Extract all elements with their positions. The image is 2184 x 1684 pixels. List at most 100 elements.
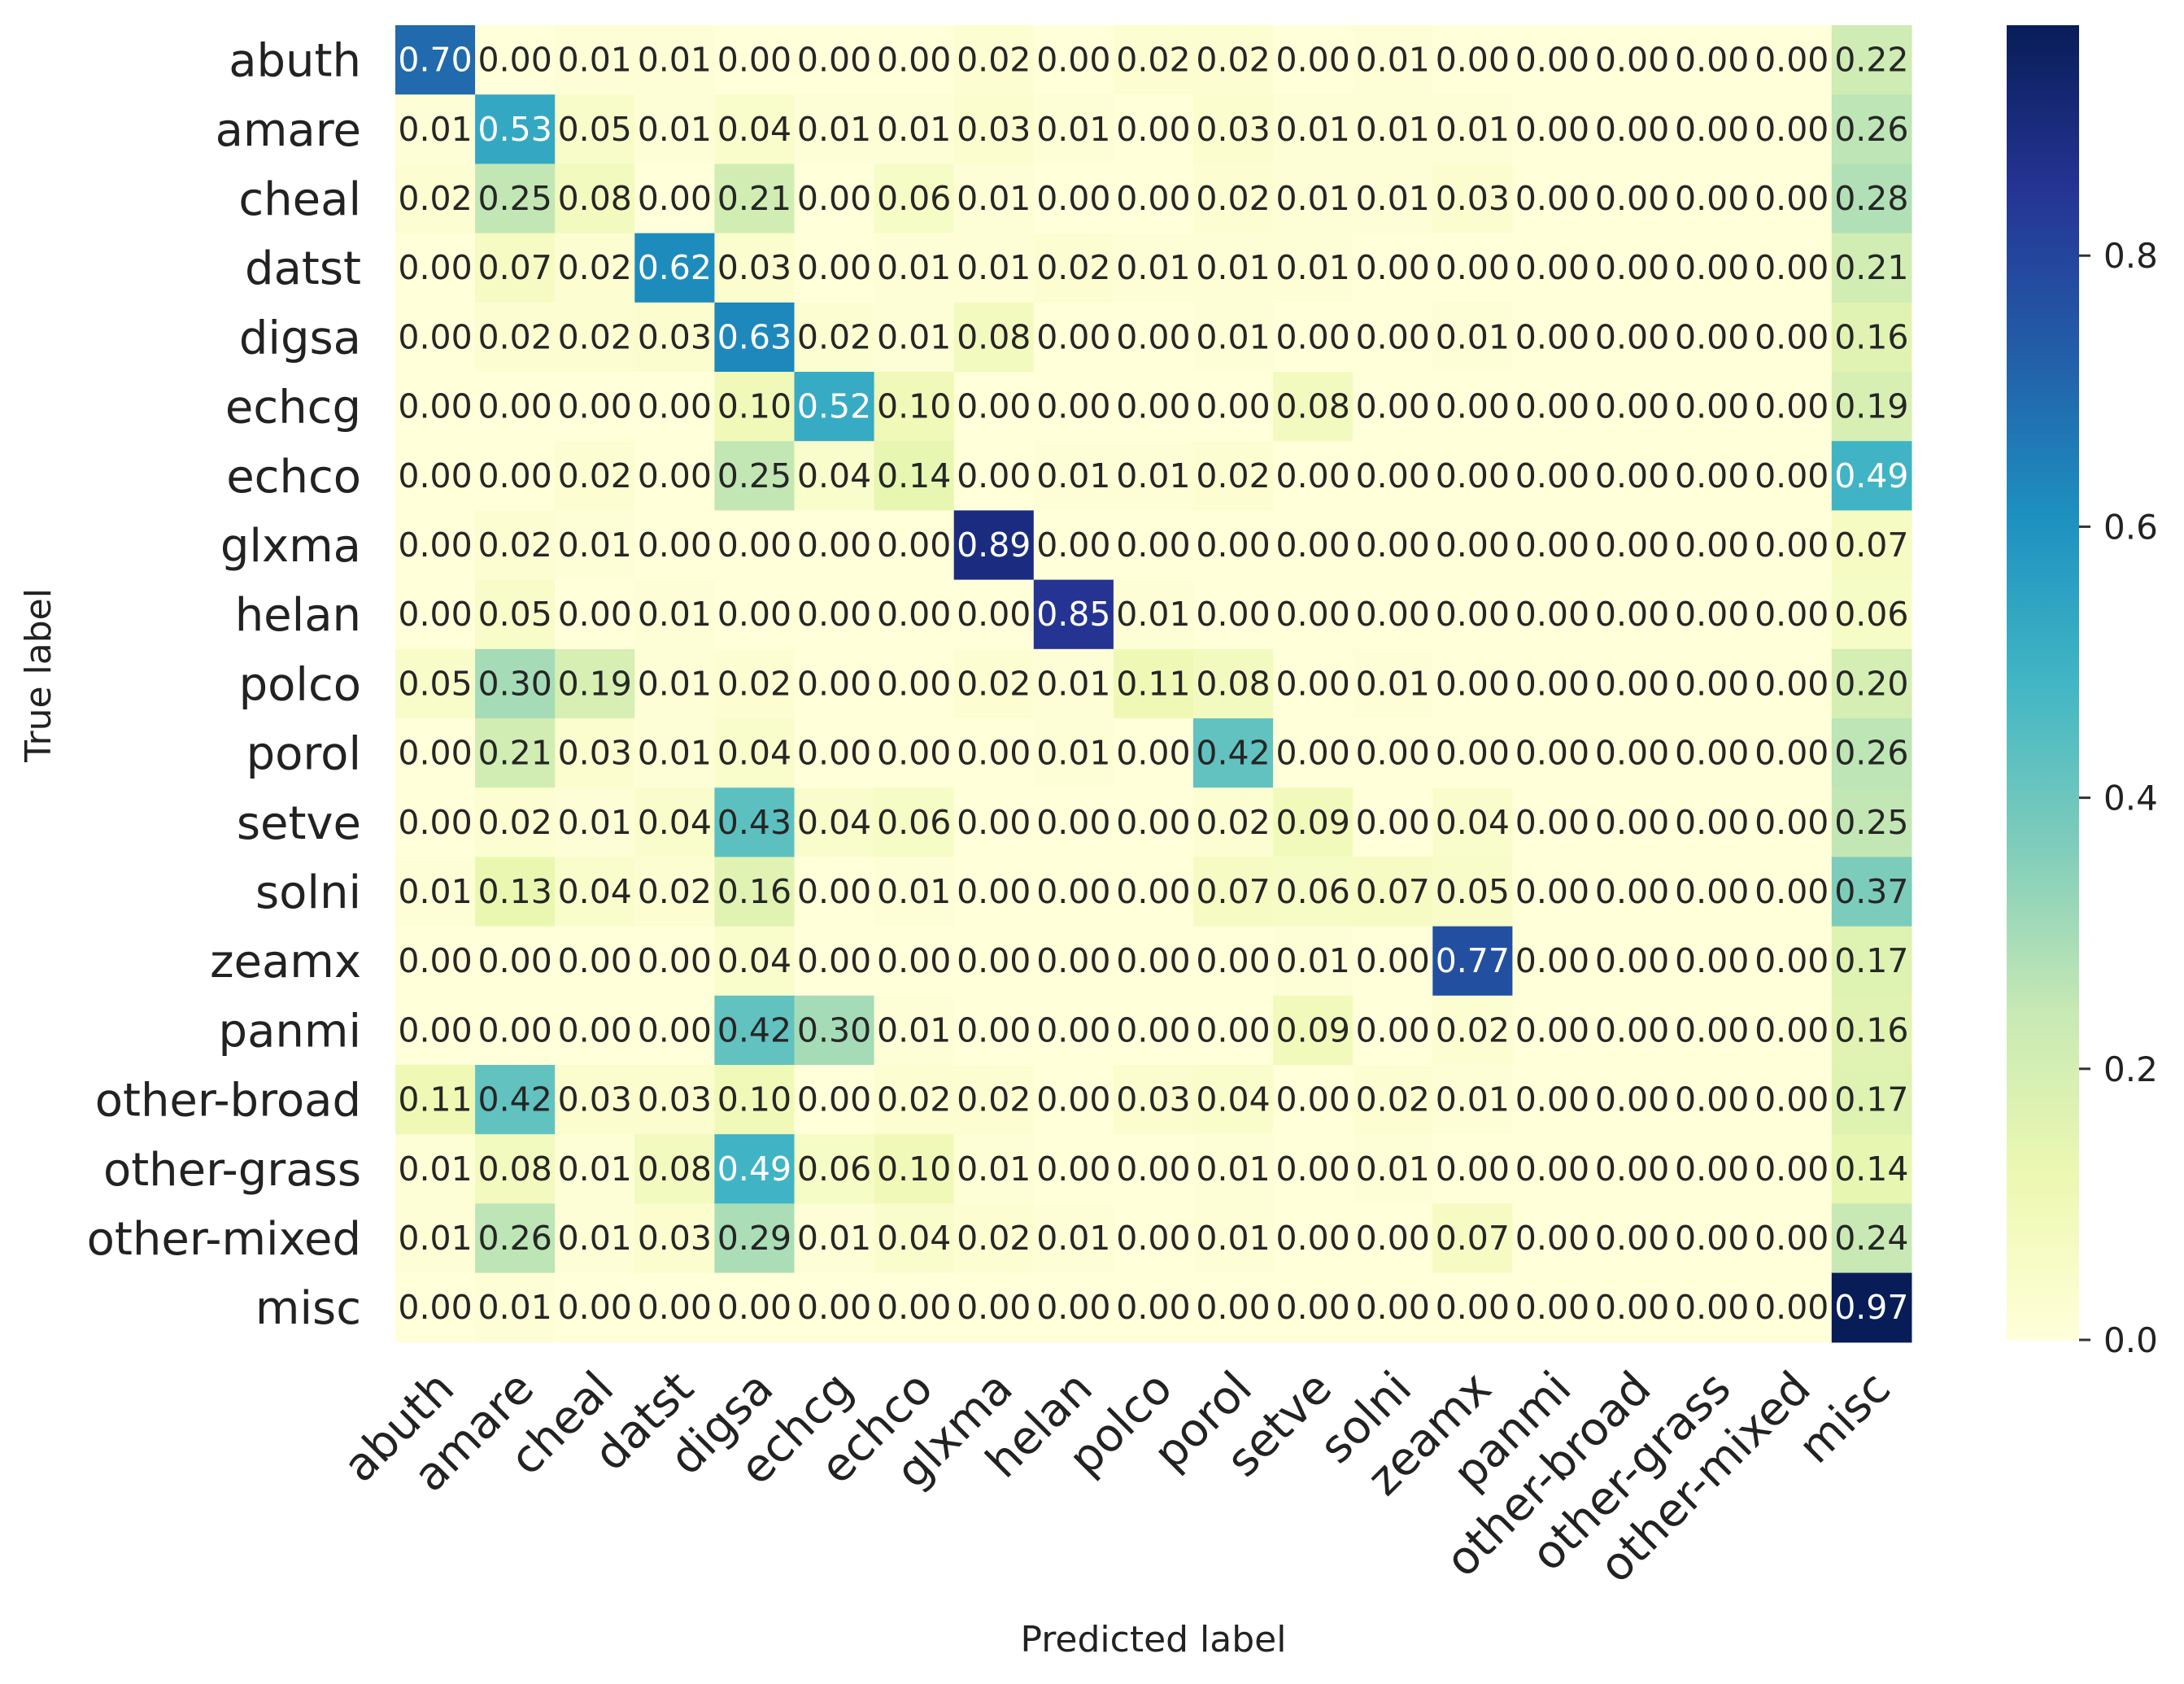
heatmap-cell <box>395 1065 476 1135</box>
heatmap-cell-value: 0.00 <box>957 595 1031 634</box>
heatmap-cell <box>1672 1203 1753 1274</box>
heatmap-cell-value: 0.00 <box>1436 387 1510 426</box>
heatmap-cell <box>1273 579 1354 650</box>
heatmap-cell <box>874 1065 955 1135</box>
heatmap-cell-value: 0.42 <box>1196 734 1270 773</box>
heatmap-cell-value: 0.01 <box>558 526 632 565</box>
heatmap-cell <box>714 25 796 95</box>
colorbar-tick-label: 0.2 <box>2103 1049 2158 1089</box>
heatmap-cell <box>1432 1065 1513 1135</box>
heatmap-cell <box>1432 1272 1513 1343</box>
heatmap-cell-value: 0.00 <box>1595 941 1669 980</box>
heatmap-cell <box>874 1272 955 1343</box>
heatmap-cell-value: 0.00 <box>1675 41 1749 80</box>
heatmap-cell <box>1831 25 1912 95</box>
heatmap-cell <box>1432 718 1513 788</box>
y-tick-label: setve <box>237 797 361 850</box>
heatmap-cell-value: 0.00 <box>1515 872 1589 911</box>
heatmap-cell-value: 0.01 <box>957 179 1031 218</box>
heatmap-cell-value: 0.02 <box>398 179 472 218</box>
y-tick-label: panmi <box>219 1005 361 1058</box>
heatmap-cell <box>874 648 955 719</box>
heatmap-cell-value: 0.00 <box>1116 110 1190 149</box>
heatmap-cell <box>395 25 476 95</box>
heatmap-cell-value: 0.49 <box>1834 456 1908 495</box>
heatmap-cell <box>714 302 796 373</box>
heatmap-cell <box>714 787 796 857</box>
heatmap-cell <box>1353 579 1433 650</box>
heatmap-cell <box>1273 372 1354 442</box>
heatmap-cell-value: 0.16 <box>1834 1010 1908 1049</box>
heatmap-cell-value: 0.01 <box>478 1288 552 1327</box>
heatmap-cell-value: 0.03 <box>1436 179 1510 218</box>
heatmap-cell <box>395 94 476 164</box>
heatmap-cell <box>395 1134 476 1204</box>
heatmap-cell-value: 0.00 <box>1356 387 1430 426</box>
heatmap-cell-value: 0.42 <box>717 1010 791 1049</box>
heatmap-cell-value: 0.00 <box>1675 1219 1749 1258</box>
heatmap-cell <box>555 995 635 1066</box>
heatmap-cell <box>1512 233 1593 303</box>
heatmap-cell <box>794 510 875 581</box>
y-tick-label: other-mixed <box>87 1213 361 1266</box>
heatmap-cell <box>1592 579 1673 650</box>
heatmap-cell-value: 0.08 <box>558 179 632 218</box>
heatmap-cell <box>1751 441 1833 511</box>
heatmap-cell <box>1273 857 1354 927</box>
heatmap-cell-value: 0.00 <box>1036 872 1110 911</box>
heatmap-cell-value: 0.26 <box>478 1219 552 1258</box>
heatmap-cell <box>1353 372 1433 442</box>
heatmap-cell <box>1512 1203 1593 1274</box>
heatmap-cell <box>555 164 635 234</box>
heatmap-cell <box>1432 233 1513 303</box>
heatmap-cell <box>1512 579 1593 650</box>
heatmap-cell <box>1273 25 1354 95</box>
heatmap-cell <box>953 787 1035 857</box>
heatmap-cell-value: 0.00 <box>1755 734 1829 773</box>
heatmap-cell <box>714 164 796 234</box>
heatmap-cell <box>1751 372 1833 442</box>
heatmap-cell <box>475 579 556 650</box>
heatmap-cell-value: 0.01 <box>1036 110 1110 149</box>
heatmap-cell-value: 0.00 <box>1595 734 1669 773</box>
heatmap-cell <box>1672 164 1753 234</box>
heatmap-cell-value: 0.00 <box>1515 526 1589 565</box>
heatmap-cell <box>1193 1203 1274 1274</box>
heatmap-cell-value: 0.06 <box>877 803 951 842</box>
heatmap-cell <box>475 302 556 373</box>
heatmap-cell <box>1432 579 1513 650</box>
heatmap-cell <box>395 995 476 1066</box>
heatmap-cell <box>794 579 875 650</box>
heatmap-cell-value: 0.10 <box>877 1150 951 1189</box>
heatmap-cell <box>1751 1203 1833 1274</box>
heatmap-cell-value: 0.00 <box>1116 1288 1190 1327</box>
heatmap-cell-value: 0.00 <box>1595 1010 1669 1049</box>
heatmap-cell <box>555 787 635 857</box>
heatmap-cell-value: 0.00 <box>1595 1288 1669 1327</box>
heatmap-cell <box>1592 94 1673 164</box>
heatmap-cell <box>794 25 875 95</box>
heatmap-cell <box>555 25 635 95</box>
heatmap-cell-value: 0.00 <box>717 526 791 565</box>
heatmap-cell <box>1353 857 1433 927</box>
heatmap-cell <box>1432 164 1513 234</box>
heatmap-cell-value: 0.01 <box>1356 1150 1430 1189</box>
colorbar-ticks: 0.0 0.2 0.4 0.6 0.8 <box>2079 236 2158 1360</box>
y-tick-label: glxma <box>220 520 361 573</box>
heatmap-cell <box>874 233 955 303</box>
heatmap-cell <box>555 94 635 164</box>
heatmap-cell-value: 0.00 <box>1196 1010 1270 1049</box>
heatmap-cell-value: 0.00 <box>1595 595 1669 634</box>
heatmap-cell-value: 0.04 <box>1436 803 1510 842</box>
heatmap-cell-value: 0.01 <box>1276 941 1350 980</box>
heatmap-cell-value: 0.30 <box>797 1010 871 1049</box>
heatmap-cell <box>714 648 796 719</box>
heatmap-cell-value: 0.00 <box>877 595 951 634</box>
heatmap-cell-value: 0.00 <box>1436 664 1510 703</box>
x-axis-label: Predicted label <box>1021 1619 1287 1660</box>
heatmap-cell-value: 0.00 <box>957 803 1031 842</box>
heatmap-cell <box>634 1134 715 1204</box>
heatmap-cell-value: 0.00 <box>398 387 472 426</box>
heatmap-cell <box>1033 1272 1114 1343</box>
heatmap-cell-value: 0.07 <box>1834 526 1908 565</box>
